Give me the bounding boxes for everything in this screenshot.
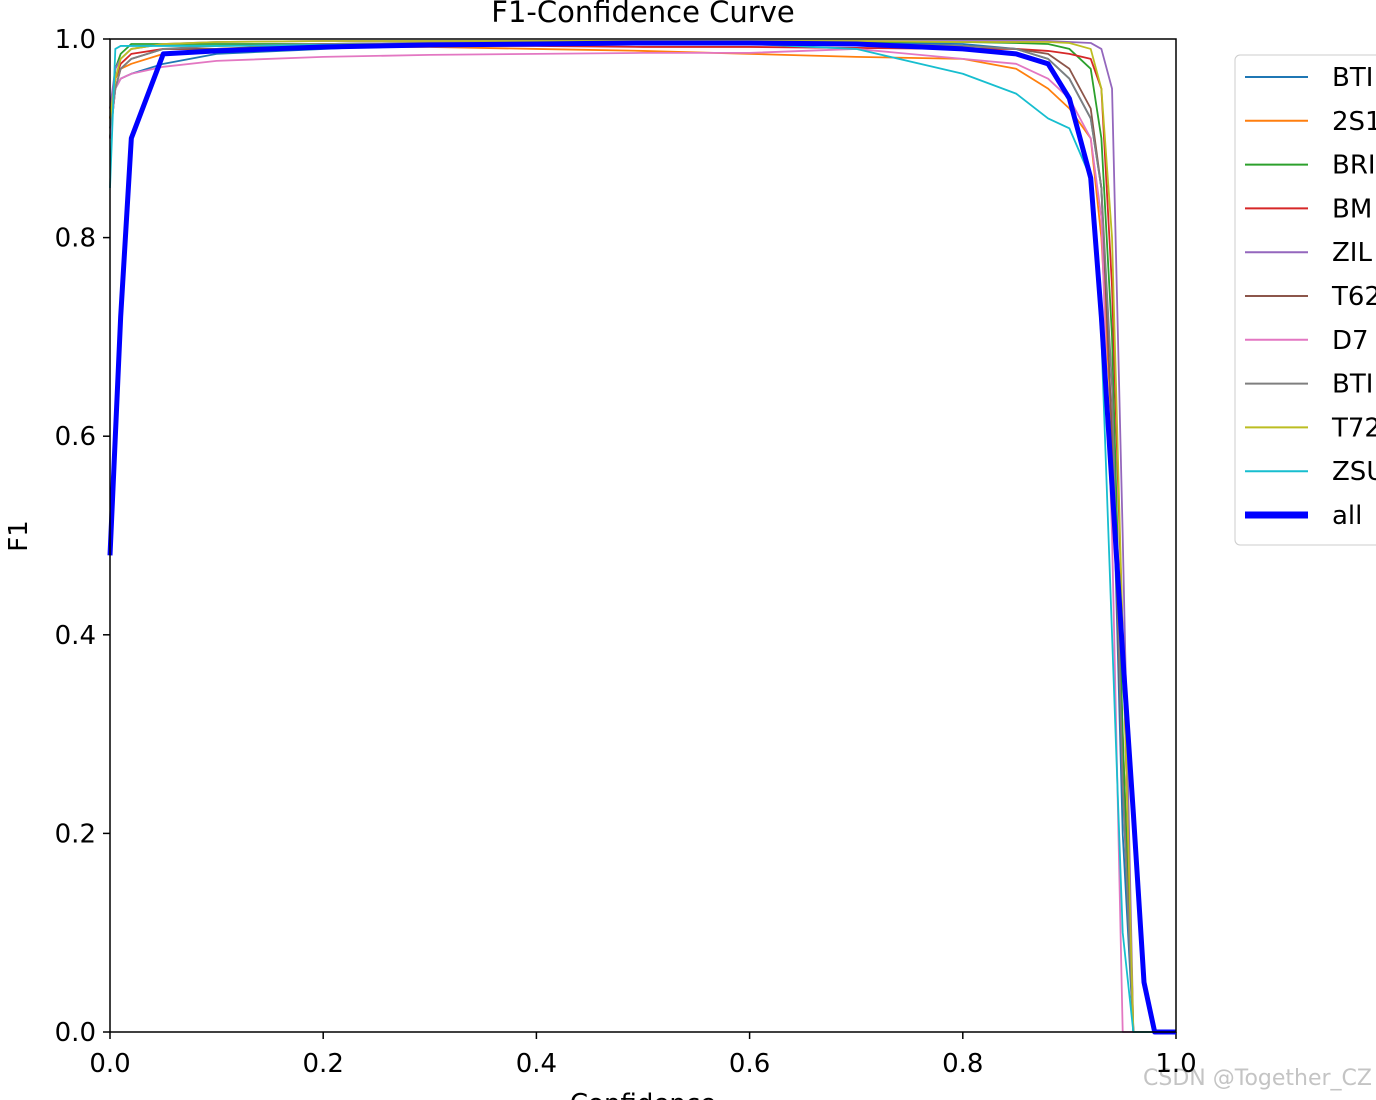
x-tick-label: 0.4 <box>516 1049 557 1079</box>
y-tick-label: 0.4 <box>55 621 96 651</box>
y-tick-label: 1.0 <box>55 25 96 55</box>
series-line <box>107 40 1176 1035</box>
y-tick-label: 0.0 <box>55 1018 96 1048</box>
legend-label: BTI <box>1332 63 1373 93</box>
series-line <box>109 42 1176 1033</box>
legend-label: 2S1 <box>1332 107 1376 137</box>
legend-label: T62 <box>1331 282 1376 312</box>
x-tick-label: 1.0 <box>1155 1049 1196 1079</box>
plot-frame <box>109 38 1177 1033</box>
legend-label: BM <box>1332 194 1372 224</box>
x-tick-label: 0.0 <box>89 1049 130 1079</box>
y-axis-label: F1 <box>4 520 34 552</box>
legend-box <box>1234 54 1376 546</box>
x-axis-label: Confidence <box>570 1089 716 1100</box>
legend-label: ZSU <box>1332 457 1376 487</box>
y-tick-label: 0.6 <box>55 422 96 452</box>
legend-label: D7 <box>1332 326 1369 356</box>
legend-label: all <box>1332 501 1362 531</box>
y-tick-label: 0.2 <box>55 819 96 849</box>
legend-label: T72 <box>1331 413 1376 443</box>
chart-title: F1-Confidence Curve <box>491 0 794 29</box>
x-tick-label: 0.6 <box>729 1049 770 1079</box>
legend-label: ZIL <box>1332 238 1372 268</box>
legend-label: BRI <box>1332 151 1376 181</box>
x-tick-label: 0.2 <box>303 1049 344 1079</box>
legend-label: BTI <box>1332 370 1373 400</box>
watermark: CSDN @Together_CZ <box>1143 1066 1372 1091</box>
y-tick-label: 0.8 <box>55 224 96 254</box>
x-tick-label: 0.8 <box>942 1049 983 1079</box>
